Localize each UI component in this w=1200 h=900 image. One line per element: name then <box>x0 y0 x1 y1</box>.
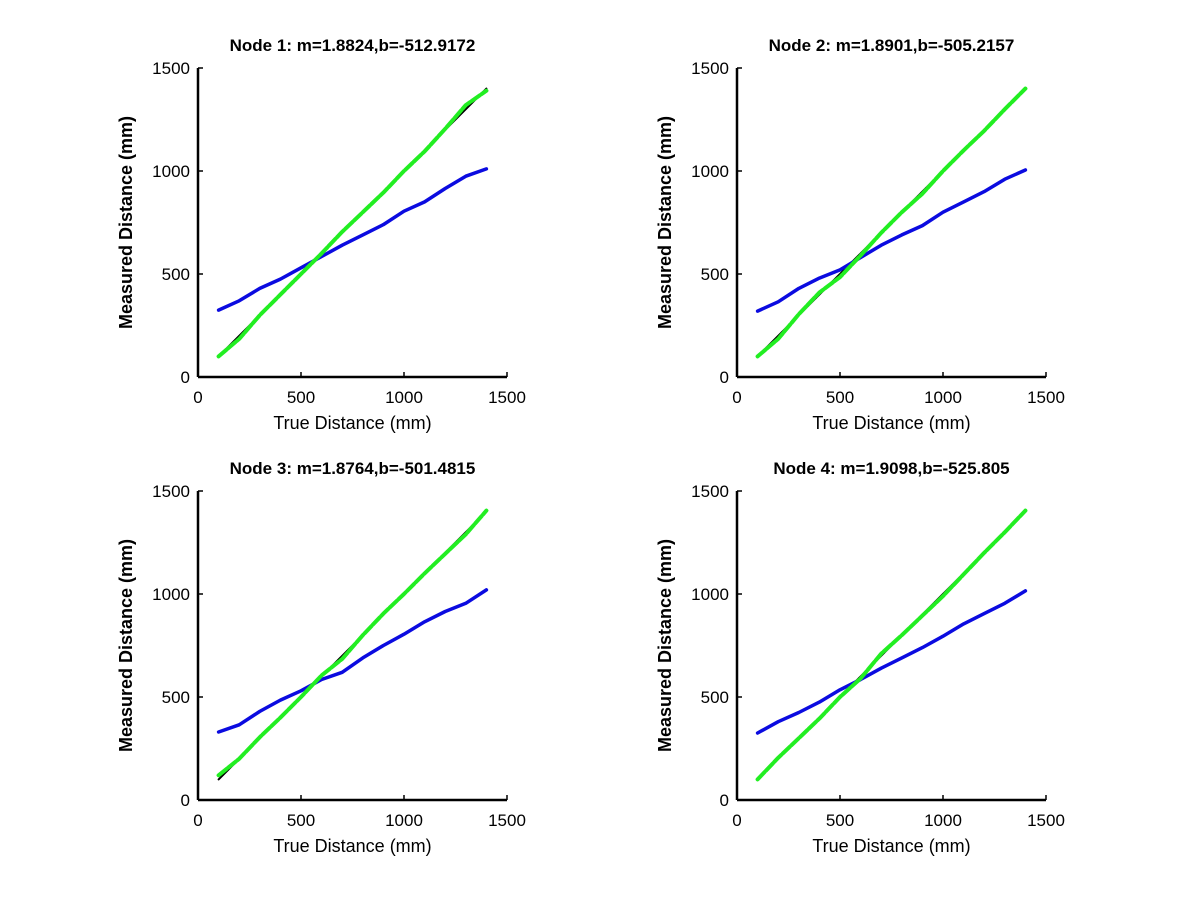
y-tick-label: 1000 <box>152 162 190 181</box>
series-line-corrected <box>755 86 1028 359</box>
subplot-3: Node 3: m=1.8764,b=-501.4815 0 500 1000 1500… <box>116 459 526 856</box>
x-tick-label: 0 <box>193 811 202 830</box>
x-tick-label: 1000 <box>924 811 962 830</box>
x-tick-label: 1000 <box>924 388 962 407</box>
subplot-title: Node 3: m=1.8764,b=-501.4815 <box>230 459 476 478</box>
x-axis-label: True Distance (mm) <box>273 413 431 433</box>
series-line-raw <box>216 588 489 734</box>
y-axis-label: Measured Distance (mm) <box>116 539 136 752</box>
subplot-2: Node 2: m=1.8901,b=-505.2157 0 500 1000 1500… <box>655 36 1065 433</box>
x-tick-label: 1000 <box>385 388 423 407</box>
x-tick-label: 0 <box>193 388 202 407</box>
y-tick-label: 1500 <box>691 59 729 78</box>
x-tick-label: 500 <box>826 388 854 407</box>
y-tick-label: 0 <box>720 368 729 387</box>
series-line-corrected <box>216 88 489 359</box>
subplot-1: Node 1: m=1.8824,b=-512.9172 0 500 1000 1500… <box>116 36 526 433</box>
subplot-4: Node 4: m=1.9098,b=-525.805 0 500 1000 1500 0… <box>655 459 1065 856</box>
x-axis-label: True Distance (mm) <box>812 413 970 433</box>
y-tick-label: 0 <box>720 791 729 810</box>
subplot-title: Node 1: m=1.8824,b=-512.9172 <box>230 36 476 55</box>
x-tick-label: 1500 <box>1027 388 1065 407</box>
y-tick-label: 0 <box>181 791 190 810</box>
y-axis-label: Measured Distance (mm) <box>655 539 675 752</box>
x-tick-label: 500 <box>287 811 315 830</box>
y-tick-label: 1000 <box>691 585 729 604</box>
y-axis-label: Measured Distance (mm) <box>655 116 675 329</box>
subplot-title: Node 4: m=1.9098,b=-525.805 <box>773 459 1009 478</box>
x-tick-label: 1000 <box>385 811 423 830</box>
series-line-corrected <box>216 508 489 778</box>
y-tick-label: 1000 <box>152 585 190 604</box>
x-tick-label: 500 <box>826 811 854 830</box>
x-tick-label: 500 <box>287 388 315 407</box>
y-tick-label: 500 <box>162 265 190 284</box>
y-tick-label: 500 <box>162 688 190 707</box>
y-tick-label: 1500 <box>152 59 190 78</box>
y-axis-label: Measured Distance (mm) <box>116 116 136 329</box>
series-line-raw <box>216 167 489 312</box>
x-tick-label: 0 <box>732 811 741 830</box>
y-tick-label: 500 <box>701 265 729 284</box>
x-tick-label: 1500 <box>488 811 526 830</box>
y-tick-label: 0 <box>181 368 190 387</box>
series-line-corrected <box>755 508 1028 782</box>
x-tick-label: 0 <box>732 388 741 407</box>
x-axis-label: True Distance (mm) <box>812 836 970 856</box>
y-tick-label: 1000 <box>691 162 729 181</box>
y-tick-label: 500 <box>701 688 729 707</box>
subplot-title: Node 2: m=1.8901,b=-505.2157 <box>769 36 1015 55</box>
x-tick-label: 1500 <box>488 388 526 407</box>
y-tick-label: 1500 <box>152 482 190 501</box>
y-tick-label: 1500 <box>691 482 729 501</box>
series-line-raw <box>755 589 1028 735</box>
x-axis-label: True Distance (mm) <box>273 836 431 856</box>
x-tick-label: 1500 <box>1027 811 1065 830</box>
series-line-raw <box>755 168 1028 313</box>
